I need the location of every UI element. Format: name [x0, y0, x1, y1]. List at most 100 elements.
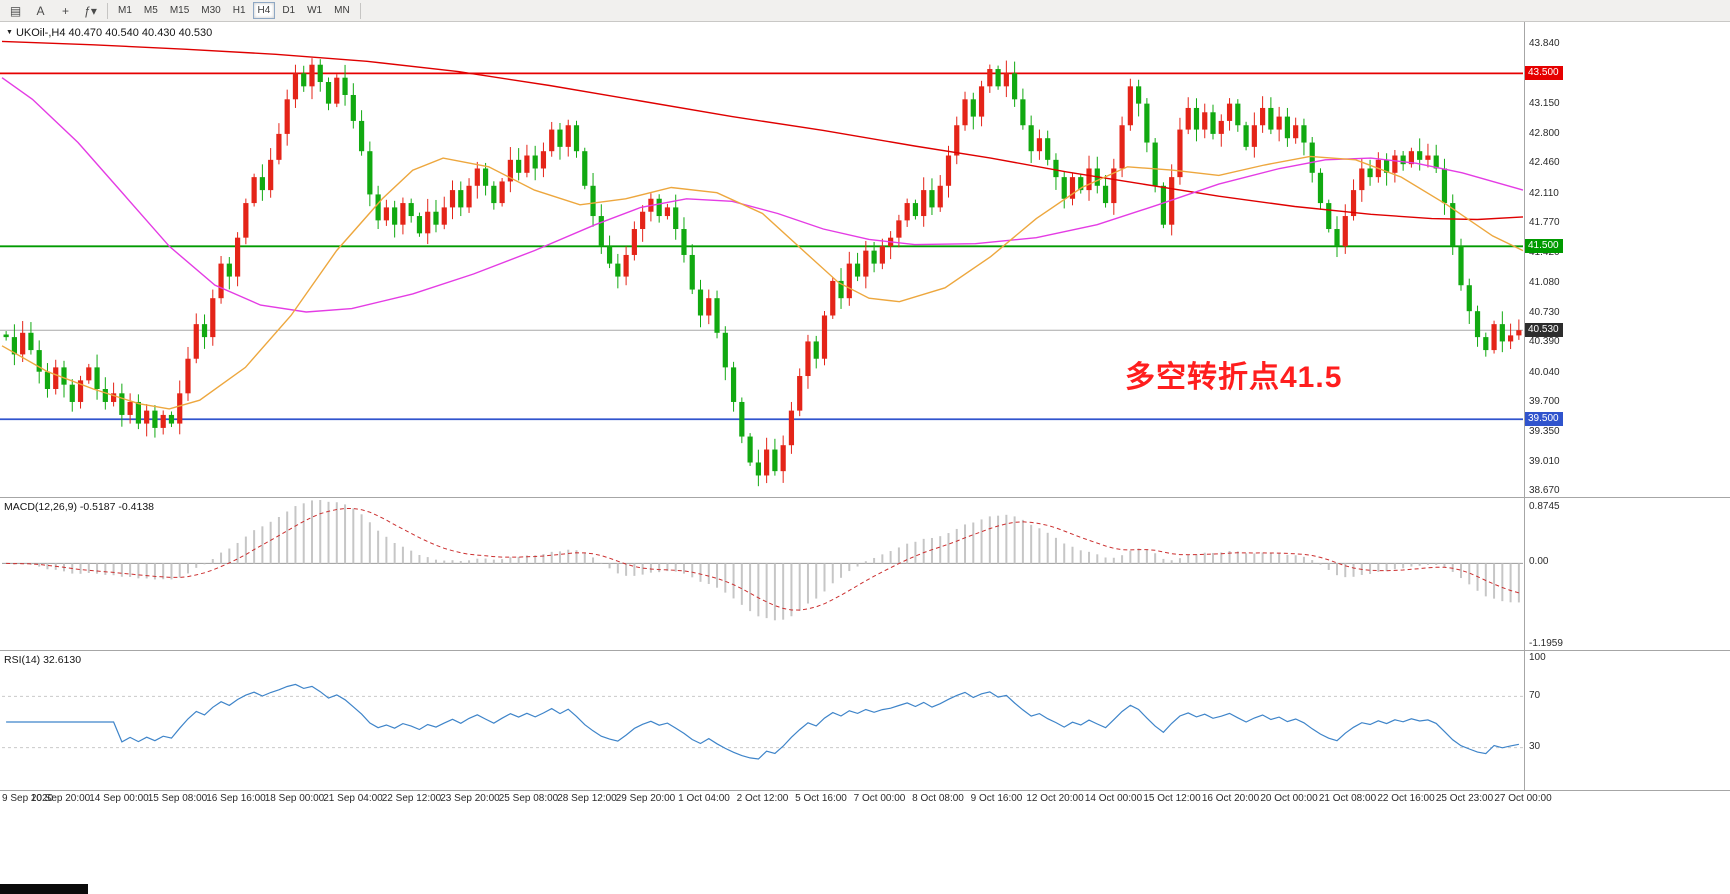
candle-body [631, 229, 637, 255]
candle-body [474, 168, 480, 186]
candle-body [1078, 177, 1084, 191]
candle-body [978, 86, 985, 117]
symbol-info-text: UKOil-,H4 40.470 40.540 40.430 40.530 [15, 27, 213, 39]
candle-body [1020, 99, 1026, 126]
macd-histogram [13, 500, 1520, 621]
ma-medium-line [1, 77, 1524, 313]
candle-body [970, 99, 976, 117]
candle-body [747, 436, 753, 463]
candle-body [863, 250, 869, 277]
candle-body [1326, 203, 1332, 230]
top-toolbar: ▤ A + ƒ▾ M1 M5 M15 M30 H1 H4 D1 W1 MN [0, 0, 1730, 22]
time-axis-label: 2 Oct 12:00 [736, 793, 789, 804]
candle-body [491, 185, 497, 204]
candle-body [640, 211, 646, 230]
time-axis-label: 9 Sep 2020 [2, 793, 54, 804]
candle-body [144, 410, 150, 424]
timeframe-m5[interactable]: M5 [143, 5, 158, 16]
candle-body [61, 367, 67, 385]
current-price-badge: 40.530 [1525, 323, 1563, 338]
crosshair-glyph: + [61, 3, 69, 18]
candle-body [896, 220, 902, 238]
timeframe-m30[interactable]: M30 [201, 5, 221, 16]
candle-body [689, 254, 695, 290]
timeframe-mn[interactable]: MN [334, 5, 350, 16]
candle-body [1466, 285, 1472, 312]
candle-body [937, 185, 943, 208]
time-axis-label: 23 Sep 20:00 [440, 793, 500, 804]
timeframe-d1[interactable]: D1 [282, 5, 296, 16]
timeframe-h1[interactable]: H1 [232, 5, 246, 16]
toolbar-separator [107, 2, 108, 19]
candle-body [1441, 168, 1448, 204]
time-axis-label: 21 Oct 08:00 [1318, 793, 1377, 804]
timeframe-m15[interactable]: M15 [169, 5, 190, 16]
candle-body [284, 99, 290, 134]
candle-body [160, 414, 166, 428]
candle-body [1384, 159, 1390, 173]
candle-body [11, 337, 17, 355]
candle-body [532, 155, 538, 169]
rsi-indicator-label: RSI(14) 32.6130 [4, 654, 82, 666]
candles-layer [3, 58, 1522, 487]
cursor-glyph: A [36, 3, 45, 18]
candle-body [764, 449, 770, 476]
candle-body [392, 207, 398, 225]
indicators-icon[interactable]: ƒ▾ [78, 1, 103, 21]
candle-body [441, 207, 447, 225]
candle-body [623, 254, 629, 277]
candle-body [292, 73, 299, 100]
macd-scale-zero: 0.00 [1529, 556, 1549, 567]
candle-body [226, 263, 232, 277]
candle-body [408, 203, 414, 217]
candle-body [962, 99, 968, 126]
time-axis-label: 25 Sep 08:00 [498, 793, 559, 804]
time-axis-label: 22 Oct 16:00 [1377, 793, 1435, 804]
candle-body [739, 401, 745, 437]
candle-body [507, 159, 513, 182]
candle-body [714, 298, 720, 333]
candle-body [1045, 138, 1051, 160]
rsi-line [6, 683, 1520, 760]
candle-body [185, 358, 191, 394]
candle-body [1350, 190, 1357, 217]
candle-body [1036, 138, 1043, 152]
candle-body [1359, 168, 1365, 191]
timeframe-m1[interactable]: M1 [118, 5, 132, 16]
price-tick-label: 41.770 [1529, 216, 1560, 228]
symbol-info[interactable]: ▼ UKOil-,H4 40.470 40.540 40.430 40.530 [6, 27, 212, 39]
candle-body [375, 194, 381, 221]
price-tick-label: 43.840 [1529, 37, 1560, 49]
timeframe-w1[interactable]: W1 [307, 5, 323, 16]
cursor-icon[interactable]: A [28, 1, 53, 21]
toolbar-separator [359, 2, 361, 19]
ma-slow-line [1, 40, 1524, 221]
chart-window-icon[interactable]: ▤ [3, 1, 28, 21]
macd-scale-max: 0.8745 [1529, 501, 1560, 512]
crosshair-icon[interactable]: + [53, 1, 78, 21]
candle-body [358, 120, 365, 152]
time-axis-label: 8 Oct 08:00 [912, 793, 964, 804]
candle-body [871, 250, 877, 264]
candle-body [805, 341, 811, 377]
time-axis-label: 25 Oct 23:00 [1435, 793, 1494, 804]
candle-body [1061, 177, 1067, 199]
candle-body [1086, 168, 1092, 191]
timeframe-h4[interactable]: H4 [252, 2, 276, 19]
candle-body [1474, 311, 1481, 338]
candle-body [565, 125, 571, 147]
candle-body [1276, 116, 1282, 130]
time-axis-label: 7 Oct 00:00 [853, 793, 906, 804]
candle-body [706, 298, 712, 316]
candle-body [119, 393, 125, 415]
candle-body [1458, 246, 1464, 286]
time-axis-label: 9 Oct 16:00 [970, 793, 1023, 804]
candle-body [152, 410, 158, 428]
candle-body [1268, 107, 1274, 130]
candle-body [218, 263, 224, 299]
candle-body [813, 341, 819, 359]
candle-body [458, 190, 464, 208]
time-axis-label: 22 Sep 12:00 [381, 793, 442, 804]
candle-body [1400, 155, 1406, 165]
